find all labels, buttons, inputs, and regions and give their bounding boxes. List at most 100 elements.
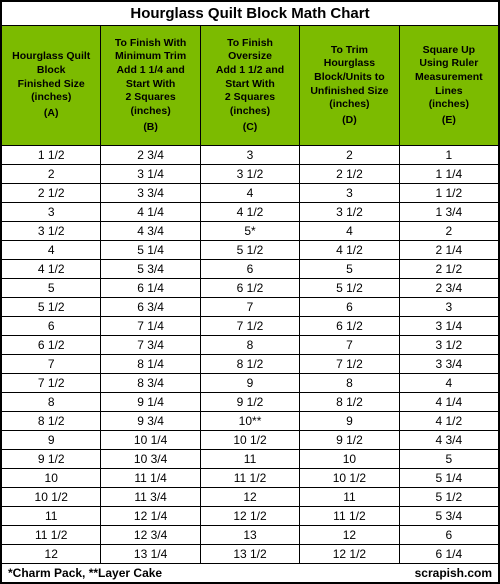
table-cell: 6 3/4 [101, 298, 200, 317]
header-text-line: To Finish [204, 37, 296, 51]
table-row: 3 1/24 3/45*42 [2, 222, 498, 241]
column-letter: (C) [204, 121, 296, 135]
table-cell: 12 [2, 545, 101, 564]
table-cell: 13 1/2 [201, 545, 300, 564]
table-cell: 5 1/4 [101, 241, 200, 260]
table-cell: 9 1/2 [300, 431, 399, 450]
table-cell: 5 1/2 [300, 279, 399, 298]
table-cell: 4 1/4 [400, 393, 498, 412]
header-text-line: Start With [204, 78, 296, 92]
table-cell: 10** [201, 412, 300, 431]
table-cell: 5 [2, 279, 101, 298]
table-cell: 12 [201, 488, 300, 507]
header-text-line: Hourglass [303, 57, 395, 71]
header-text-line: Unfinished Size [303, 85, 395, 99]
table-row: 4 1/25 3/4652 1/2 [2, 260, 498, 279]
column-letter: (B) [104, 121, 196, 135]
table-cell: 8 [2, 393, 101, 412]
header-text-line: 2 Squares [204, 91, 296, 105]
table-cell: 5 1/2 [2, 298, 101, 317]
table-row: 1011 1/411 1/210 1/25 1/4 [2, 469, 498, 488]
table-cell: 8 1/2 [300, 393, 399, 412]
header-text-line: (inches) [403, 98, 495, 112]
table-cell: 2 1/2 [2, 184, 101, 203]
table-cell: 3 [400, 298, 498, 317]
table-cell: 3 3/4 [400, 355, 498, 374]
table-cell: 5* [201, 222, 300, 241]
table-row: 67 1/47 1/26 1/23 1/4 [2, 317, 498, 336]
header-text-line: 2 Squares [104, 91, 196, 105]
header-text-line: Block/Units to [303, 71, 395, 85]
table-cell: 5 3/4 [400, 507, 498, 526]
table-row: 34 1/44 1/23 1/21 3/4 [2, 203, 498, 222]
table-cell: 11 1/2 [2, 526, 101, 545]
table-cell: 3 1/2 [201, 165, 300, 184]
table-cell: 11 1/4 [101, 469, 200, 488]
table-cell: 2 3/4 [101, 146, 200, 165]
table-cell: 4 [400, 374, 498, 393]
header-text-line: Hourglass Quilt [5, 50, 97, 64]
table-cell: 11 3/4 [101, 488, 200, 507]
header-text-line: Measurement [403, 71, 495, 85]
header-text-line: Oversize [204, 50, 296, 64]
table-cell: 2 [400, 222, 498, 241]
chart-title: Hourglass Quilt Block Math Chart [2, 2, 498, 26]
table-cell: 13 [201, 526, 300, 545]
table-cell: 3 [2, 203, 101, 222]
table-cell: 6 1/2 [201, 279, 300, 298]
table-cell: 7 1/2 [2, 374, 101, 393]
table-cell: 4 1/2 [2, 260, 101, 279]
table-cell: 12 1/2 [300, 545, 399, 564]
table-cell: 9 3/4 [101, 412, 200, 431]
table-cell: 4 3/4 [400, 431, 498, 450]
table-row: 1112 1/412 1/211 1/25 3/4 [2, 507, 498, 526]
table-cell: 12 1/2 [201, 507, 300, 526]
table-cell: 6 1/4 [400, 545, 498, 564]
header-cell-a: Hourglass QuiltBlockFinished Size(inches… [2, 26, 101, 146]
table-cell: 4 [300, 222, 399, 241]
footer-source: scrapish.com [250, 564, 498, 582]
table-cell: 2 [300, 146, 399, 165]
header-text-line: (inches) [204, 105, 296, 119]
table-cell: 7 1/2 [201, 317, 300, 336]
table-cell: 1 1/4 [400, 165, 498, 184]
header-cell-c: To FinishOversizeAdd 1 1/2 andStart With… [201, 26, 300, 146]
table-cell: 11 1/2 [201, 469, 300, 488]
table-cell: 5 3/4 [101, 260, 200, 279]
table-cell: 12 3/4 [101, 526, 200, 545]
table-cell: 4 3/4 [101, 222, 200, 241]
table-row: 45 1/45 1/24 1/22 1/4 [2, 241, 498, 260]
table-cell: 10 [2, 469, 101, 488]
table-cell: 5 [300, 260, 399, 279]
table-cell: 6 [300, 298, 399, 317]
table-cell: 13 1/4 [101, 545, 200, 564]
table-row: 89 1/49 1/28 1/24 1/4 [2, 393, 498, 412]
header-text-line: Square Up [403, 44, 495, 58]
table-row: 2 1/23 3/4431 1/2 [2, 184, 498, 203]
table-row: 10 1/211 3/412115 1/2 [2, 488, 498, 507]
header-cell-b: To Finish WithMinimum TrimAdd 1 1/4 andS… [101, 26, 200, 146]
table-cell: 3 1/2 [2, 222, 101, 241]
table-cell: 1 [400, 146, 498, 165]
table-cell: 8 1/4 [101, 355, 200, 374]
table-cell: 7 1/2 [300, 355, 399, 374]
table-cell: 5 1/2 [201, 241, 300, 260]
table-cell: 10 1/4 [101, 431, 200, 450]
table-cell: 8 3/4 [101, 374, 200, 393]
header-text-line: To Finish With [104, 37, 196, 51]
table-cell: 2 1/2 [400, 260, 498, 279]
table-cell: 11 [300, 488, 399, 507]
table-row: 23 1/43 1/22 1/21 1/4 [2, 165, 498, 184]
table-cell: 9 [2, 431, 101, 450]
table-cell: 3 1/4 [400, 317, 498, 336]
table-cell: 6 [2, 317, 101, 336]
table-cell: 4 1/2 [400, 412, 498, 431]
table-cell: 9 1/2 [2, 450, 101, 469]
header-text-line: (inches) [303, 98, 395, 112]
header-text-line: Add 1 1/2 and [204, 64, 296, 78]
table-cell: 3 1/2 [400, 336, 498, 355]
table-cell: 11 1/2 [300, 507, 399, 526]
table-cell: 1 1/2 [2, 146, 101, 165]
footer-note: *Charm Pack, **Layer Cake [2, 564, 250, 582]
table-cell: 8 1/2 [2, 412, 101, 431]
